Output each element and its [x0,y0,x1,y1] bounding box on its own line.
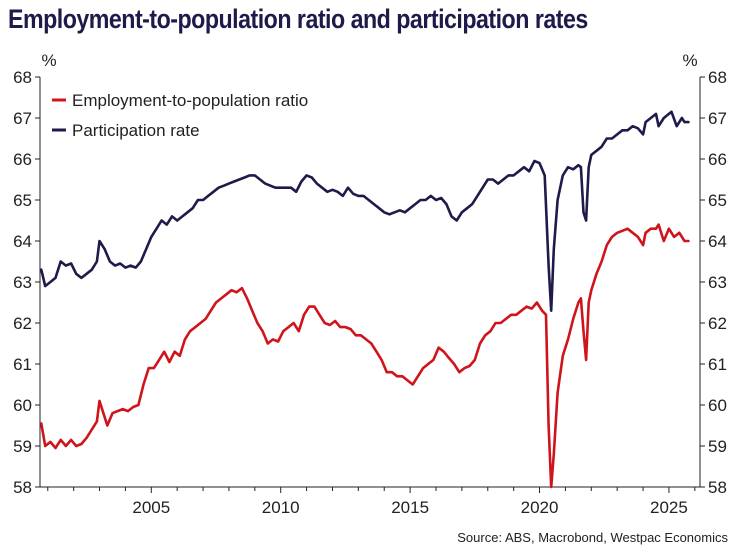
y-tick-label-right: 65 [708,191,727,210]
y-tick-label-right: 66 [708,150,727,169]
y-tick-label-left: 68 [13,68,32,87]
y-tick-label-left: 64 [13,232,32,251]
y-tick-label-left: 59 [13,437,32,456]
y-axis-right-unit: % [682,51,697,70]
y-tick-label-right: 64 [708,232,727,251]
x-tick-label: 2010 [262,498,300,517]
y-axis-left-unit: % [41,51,56,70]
participation-rate-line [40,110,690,312]
y-tick-label-right: 60 [708,396,727,415]
y-tick-label-left: 62 [13,314,32,333]
y-tick-label-left: 58 [13,478,32,497]
y-tick-label-left: 65 [13,191,32,210]
y-tick-label-left: 67 [13,109,32,128]
x-tick-label: 2015 [391,498,429,517]
x-tick-label: 2005 [132,498,170,517]
axes: 58 58 59 59 60 60 61 61 62 62 63 63 64 64 65 65 66 66 67 67… [13,68,727,517]
legend-label: Participation rate [72,121,200,140]
source-note: Source: ABS, Macrobond, Westpac Economic… [457,530,728,545]
y-tick-label-left: 63 [13,273,32,292]
y-tick-label-left: 60 [13,396,32,415]
y-tick-label-right: 63 [708,273,727,292]
y-tick-label-right: 62 [708,314,727,333]
legend-label: Employment-to-population ratio [72,91,308,110]
x-tick-label: 2025 [650,498,688,517]
x-tick-label: 2020 [521,498,559,517]
y-tick-label-right: 68 [708,68,727,87]
y-tick-label-left: 61 [13,355,32,374]
chart-title: Employment-to-population ratio and parti… [8,4,588,34]
employment-ratio-line [40,223,690,489]
legend: Employment-to-population ratio Participat… [52,91,308,140]
y-tick-label-left: 66 [13,150,32,169]
plot-lines [40,110,690,489]
y-tick-label-right: 58 [708,478,727,497]
y-tick-label-right: 61 [708,355,727,374]
y-tick-label-right: 59 [708,437,727,456]
y-tick-label-right: 67 [708,109,727,128]
